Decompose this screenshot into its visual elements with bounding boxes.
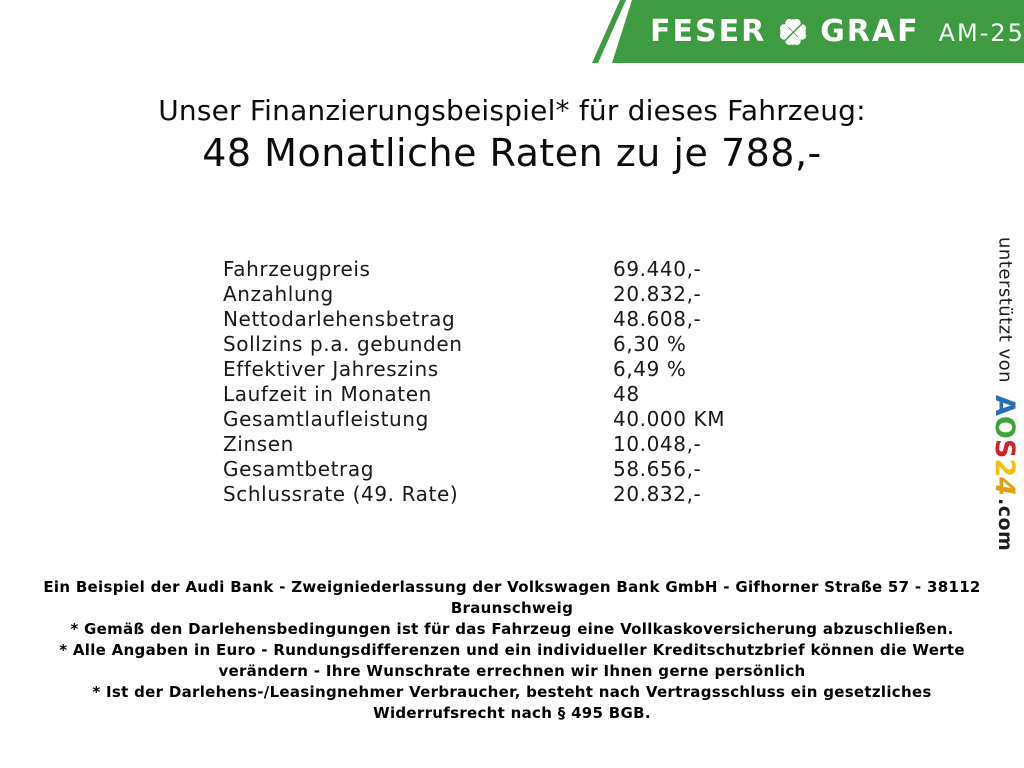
logo-letter-2: 2 — [989, 458, 1020, 478]
row-value: 20.832,- — [613, 281, 702, 306]
table-row: Sollzins p.a. gebunden 6,30 % — [223, 331, 823, 356]
fineprint-bank-paragraph: Ein Beispiel der Audi Bank - Zweignieder… — [43, 578, 981, 617]
aos24-logo: AOS24 — [989, 395, 1020, 496]
brand-graf: GRAF — [820, 14, 920, 49]
logo-domain-suffix: .com — [994, 497, 1016, 552]
brand-banner: FESER GRAF AM-255596 — [612, 0, 1024, 63]
fineprint-euro-paragraph: * Alle Angaben in Euro - Rundungsdiffere… — [59, 641, 965, 680]
supported-by-column: unterstützt von AOS24 .com — [989, 237, 1020, 717]
table-row: Gesamtbetrag 58.656,- — [223, 456, 823, 481]
vehicle-id-badge: AM-255596 — [938, 19, 1024, 47]
table-row: Zinsen 10.048,- — [223, 431, 823, 456]
row-value: 6,49 % — [613, 356, 687, 381]
table-row: Fahrzeugpreis 69.440,- — [223, 256, 823, 281]
supported-by-label: unterstützt von — [994, 237, 1016, 384]
table-row: Schlussrate (49. Rate) 20.832,- — [223, 481, 823, 506]
monthly-rate-headline: 48 Monatliche Raten zu je 788,- — [202, 131, 822, 175]
table-row: Laufzeit in Monaten 48 — [223, 381, 823, 406]
row-value: 48 — [613, 381, 640, 406]
row-value: 20.832,- — [613, 481, 702, 506]
headline-block: Unser Finanzierungsbeispiel* für dieses … — [0, 93, 1024, 175]
row-value: 10.048,- — [613, 431, 702, 456]
row-value: 6,30 % — [613, 331, 687, 356]
table-row: Nettodarlehensbetrag 48.608,- — [223, 306, 823, 331]
logo-letter-s: S — [989, 438, 1020, 459]
row-value: 48.608,- — [613, 306, 702, 331]
row-label: Fahrzeugpreis — [223, 256, 371, 281]
row-value: 40.000 KM — [613, 406, 726, 431]
row-label: Zinsen — [223, 431, 294, 456]
clover-icon — [779, 18, 807, 45]
row-label: Laufzeit in Monaten — [223, 381, 432, 406]
row-value: 58.656,- — [613, 456, 702, 481]
table-row: Gesamtlaufleistung 40.000 KM — [223, 406, 823, 431]
row-label: Sollzins p.a. gebunden — [223, 331, 463, 356]
row-label: Nettodarlehensbetrag — [223, 306, 456, 331]
logo-letter-a: A — [989, 395, 1020, 416]
row-label: Gesamtlaufleistung — [223, 406, 429, 431]
row-label: Schlussrate (49. Rate) — [223, 481, 459, 506]
finance-table: Fahrzeugpreis 69.440,- Anzahlung 20.832,… — [223, 256, 823, 506]
row-label: Gesamtbetrag — [223, 456, 375, 481]
logo-letter-4: 4 — [989, 477, 1020, 496]
row-label: Effektiver Jahreszins — [223, 356, 439, 381]
fineprint-insurance-paragraph: * Gemäß den Darlehensbedingungen ist für… — [70, 620, 954, 638]
logo-letter-o: O — [989, 415, 1020, 439]
brand-feser: FESER — [650, 14, 767, 49]
financing-example-headline: Unser Finanzierungsbeispiel* für dieses … — [158, 94, 866, 127]
table-row: Anzahlung 20.832,- — [223, 281, 823, 306]
fineprint-withdrawal-paragraph: * Ist der Darlehens-/Leasingnehmer Verbr… — [92, 683, 932, 722]
table-row: Effektiver Jahreszins 6,49 % — [223, 356, 823, 381]
fineprint-block: Ein Beispiel der Audi Bank - Zweignieder… — [42, 577, 982, 724]
row-label: Anzahlung — [223, 281, 334, 306]
row-value: 69.440,- — [613, 256, 702, 281]
